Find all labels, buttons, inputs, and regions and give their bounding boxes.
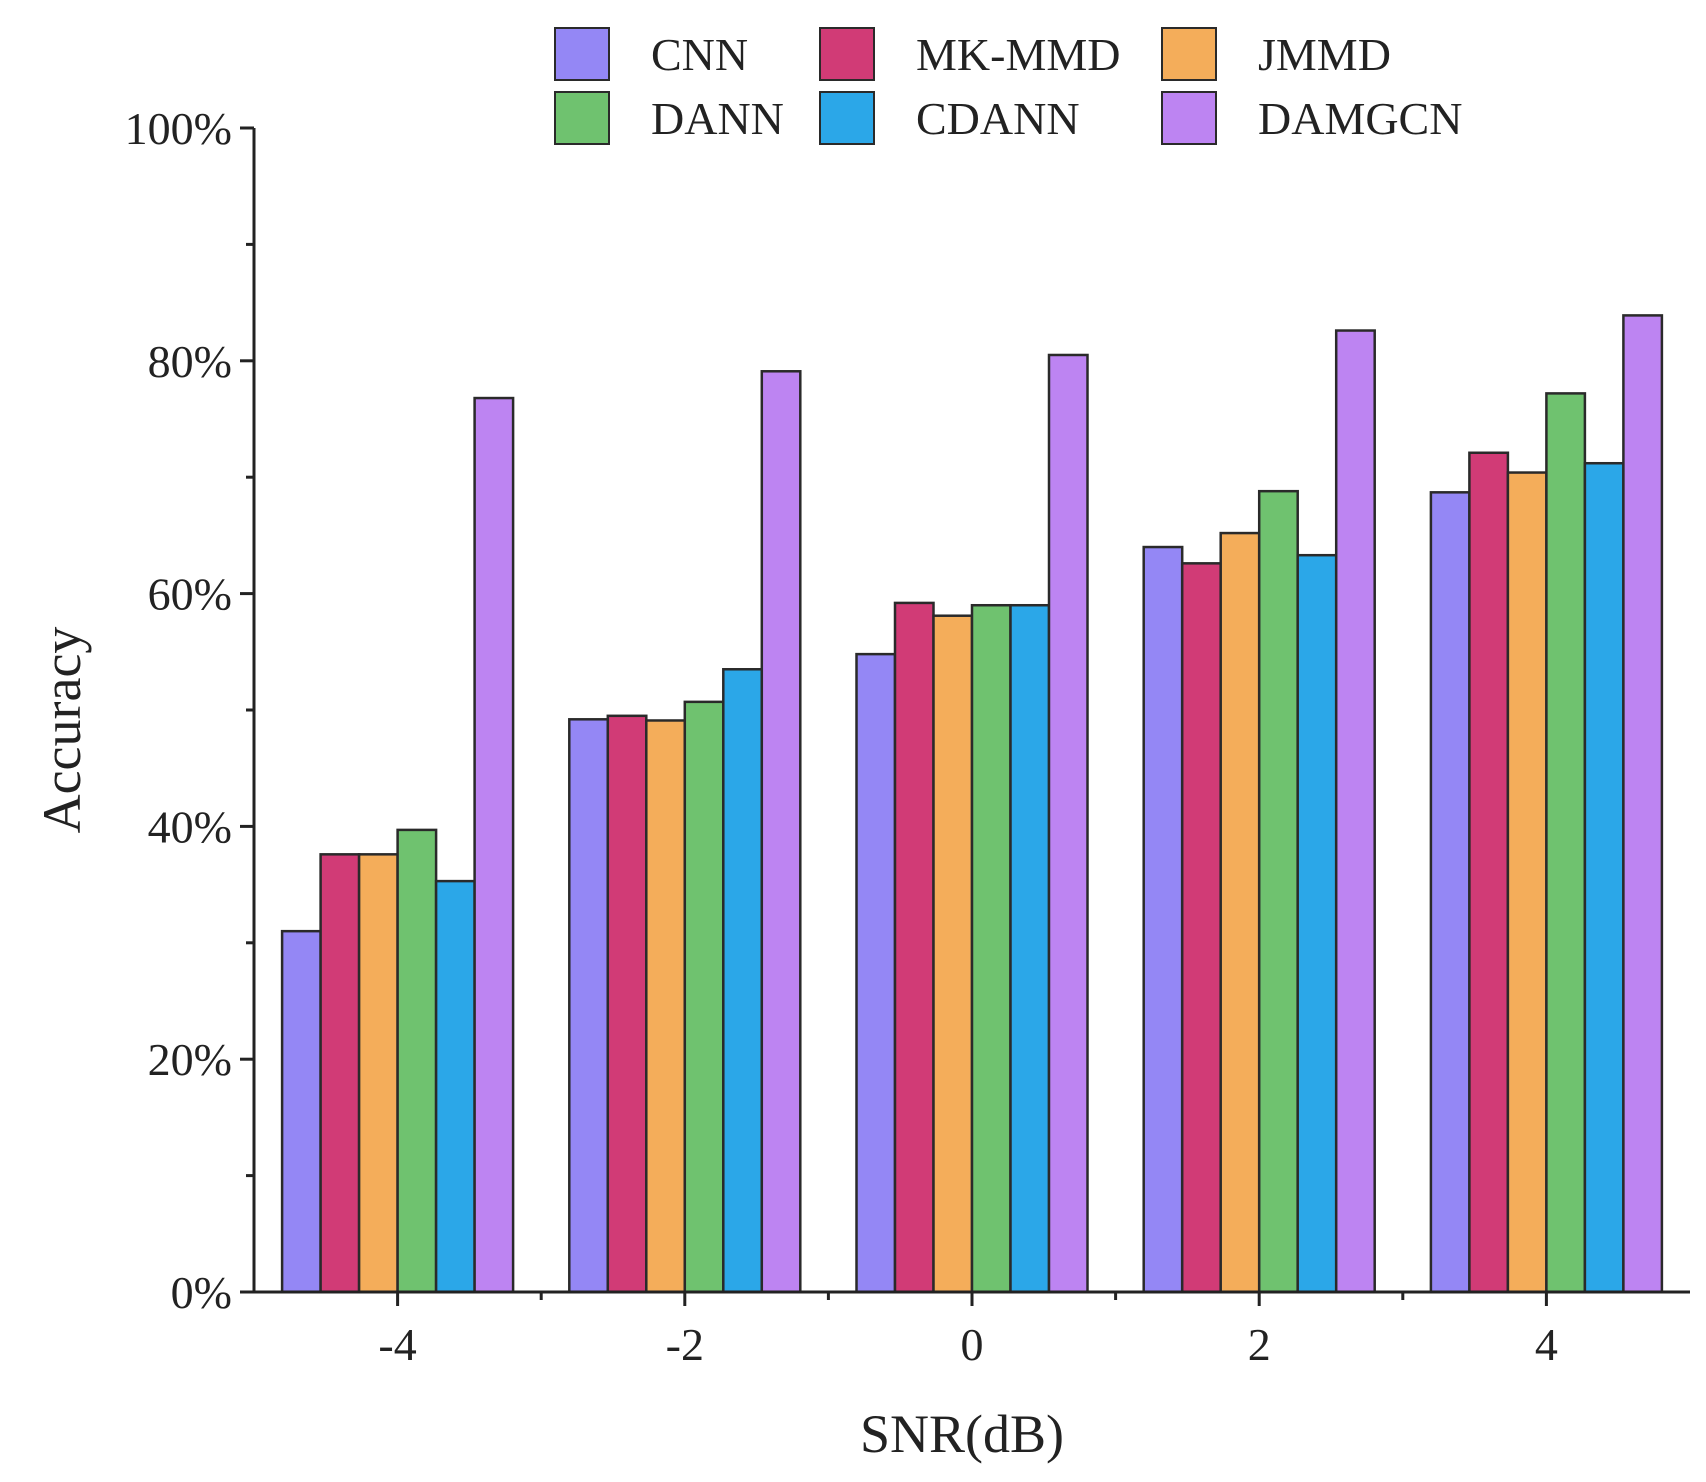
bar-damgcn-snr-neg2 [760,370,802,1294]
y-tick-label: 80% [148,336,232,387]
legend-swatch-cnn [554,27,610,81]
x-tick-label: 0 [961,1319,984,1370]
bar-cnn-snr-4 [1429,491,1471,1294]
bar-cnn-snr-0 [855,652,897,1294]
legend-label-mk-mmd: MK-MMD [916,29,1120,80]
x-tick-label: 4 [1535,1319,1558,1370]
bar-jmmd-snr-neg2 [645,719,687,1294]
y-tick-label: 40% [148,801,232,852]
bar-cdann-snr-0 [1009,603,1051,1294]
bar-dann-snr-0 [970,603,1012,1294]
x-tick-label: -4 [378,1319,416,1370]
bar-cdann-snr-2 [1296,553,1338,1294]
bar-jmmd-snr-0 [932,614,974,1294]
bar-cdann-snr-neg4 [434,879,476,1294]
y-ticks-group: 0% 20% 40% 60% 80% 100% [125,103,254,1318]
bar-mk-mmd-snr-neg4 [319,853,361,1294]
bar-damgcn-snr-4 [1622,314,1664,1294]
bar-jmmd-snr-neg4 [357,853,399,1294]
x-tick-label: 2 [1248,1319,1271,1370]
bar-mk-mmd-snr-2 [1180,562,1222,1294]
legend-label-jmmd: JMMD [1258,29,1391,80]
legend-swatch-damgcn [1161,91,1217,145]
bar-mk-mmd-snr-neg2 [606,714,648,1294]
legend-label-cdann: CDANN [916,93,1080,144]
plot-area: 0% 20% 40% 60% 80% 100% -4 -2 0 2 4 [125,103,1690,1370]
bar-dann-snr-neg4 [396,828,438,1294]
bar-mk-mmd-snr-4 [1468,451,1510,1294]
legend-label-damgcn: DAMGCN [1258,93,1462,144]
legend-swatch-cdann [819,91,875,145]
y-tick-label: 0% [171,1267,232,1318]
bar-cnn-snr-2 [1142,545,1184,1294]
bar-damgcn-snr-0 [1047,353,1089,1294]
y-tick-label: 20% [148,1034,232,1085]
bar-mk-mmd-snr-0 [893,601,935,1294]
legend-label-dann: DANN [651,93,784,144]
y-tick-label: 100% [125,103,232,154]
bar-cnn-snr-neg4 [280,929,322,1294]
y-axis-title: Accuracy [32,627,92,834]
legend-label-cnn: CNN [651,29,748,80]
x-axis-title: SNR(dB) [860,1404,1064,1464]
bar-dann-snr-4 [1545,392,1587,1294]
bars-group [280,314,1664,1294]
legend-swatch-mk-mmd [819,27,875,81]
bar-damgcn-snr-2 [1334,329,1376,1294]
bar-cdann-snr-neg2 [722,668,764,1294]
bar-jmmd-snr-4 [1506,471,1548,1294]
x-tick-label: -2 [666,1319,704,1370]
legend: CNN MK-MMD JMMD DANN CDANN DAMGCN [554,27,1462,145]
bar-jmmd-snr-2 [1219,531,1261,1294]
bar-dann-snr-neg2 [683,700,725,1294]
legend-swatch-dann [554,91,610,145]
bar-cdann-snr-4 [1583,461,1625,1294]
x-ticks-group: -4 -2 0 2 4 [378,1292,1558,1370]
bar-cnn-snr-neg2 [568,718,610,1294]
legend-swatch-jmmd [1161,27,1217,81]
y-tick-label: 60% [148,569,232,620]
bar-damgcn-snr-neg4 [473,396,515,1294]
bar-dann-snr-2 [1257,489,1299,1294]
